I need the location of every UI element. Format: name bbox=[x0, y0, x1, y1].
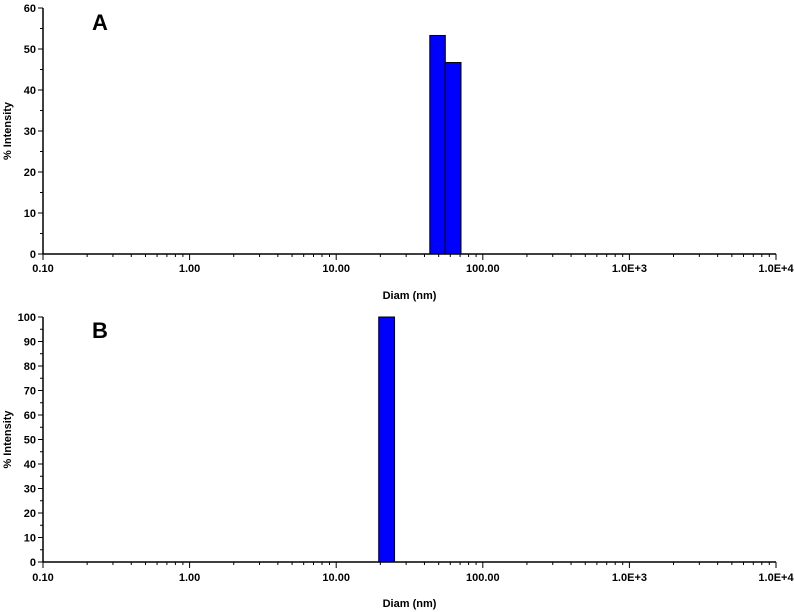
y-tick-label: 40 bbox=[24, 85, 36, 97]
panel-a: 0 10 20 30 40 50 60 0.10 1.00 10.00 100.00 1.0E+3 1.… bbox=[2, 3, 794, 302]
y-tick-label: 60 bbox=[24, 410, 36, 422]
y-tick-label: 90 bbox=[24, 337, 36, 349]
y-tick-label: 70 bbox=[24, 386, 36, 398]
x-axis-title: Diam (nm) bbox=[383, 290, 437, 302]
x-tick-label: 100.00 bbox=[466, 572, 500, 584]
y-axis-title: % Intensity bbox=[2, 410, 14, 469]
x-tick-label: 1.0E+3 bbox=[612, 263, 647, 275]
x-tick-label: 10.00 bbox=[322, 572, 350, 584]
y-tick-label: 50 bbox=[24, 44, 36, 56]
y-axis-title: % Intensity bbox=[2, 101, 14, 160]
y-tick-label: 0 bbox=[30, 249, 36, 261]
y-tick-label: 20 bbox=[24, 167, 36, 179]
y-tick-label: 40 bbox=[24, 459, 36, 471]
x-axis-title: Diam (nm) bbox=[383, 598, 437, 610]
y-tick-label: 100 bbox=[18, 312, 36, 324]
x-tick-label: 0.10 bbox=[32, 572, 53, 584]
x-tick-label: 1.00 bbox=[179, 572, 200, 584]
x-tick-label: 1.0E+3 bbox=[612, 572, 647, 584]
bar-a-1 bbox=[429, 34, 446, 255]
y-tick-label: 30 bbox=[24, 126, 36, 138]
y-tick-label: 0 bbox=[30, 557, 36, 569]
bar-b-1 bbox=[378, 316, 396, 563]
y-tick-label: 80 bbox=[24, 361, 36, 373]
x-tick-label: 1.0E+4 bbox=[758, 572, 794, 584]
x-tick-label: 10.00 bbox=[322, 263, 350, 275]
y-tick-label: 10 bbox=[24, 208, 36, 220]
y-tick-label: 30 bbox=[24, 484, 36, 496]
panel-letter: A bbox=[92, 10, 108, 35]
x-tick-label: 1.0E+4 bbox=[758, 263, 794, 275]
y-tick-label: 50 bbox=[24, 435, 36, 447]
panel-b: 0 10 20 30 40 50 60 70 80 90 100 0.10 1.00 10.00 100.0… bbox=[2, 312, 794, 610]
x-tick-label: 1.00 bbox=[179, 263, 200, 275]
bar-a-2 bbox=[444, 62, 462, 255]
x-tick-label: 100.00 bbox=[466, 263, 500, 275]
y-tick-label: 10 bbox=[24, 533, 36, 545]
y-tick-label: 20 bbox=[24, 508, 36, 520]
y-tick-label: 60 bbox=[24, 3, 36, 15]
panel-letter: B bbox=[92, 318, 108, 343]
x-tick-label: 0.10 bbox=[32, 263, 53, 275]
